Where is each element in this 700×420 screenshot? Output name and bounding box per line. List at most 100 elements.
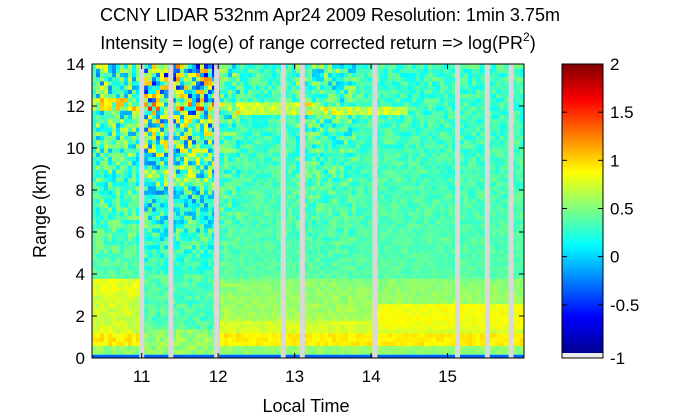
heatmap-cell: [248, 265, 253, 271]
heatmap-cell: [304, 181, 309, 187]
heatmap-cell: [340, 261, 345, 267]
heatmap-cell: [112, 122, 117, 128]
heatmap-cell: [188, 341, 193, 346]
heatmap-cell: [176, 303, 181, 309]
heatmap-cell: [284, 316, 289, 321]
heatmap-cell: [156, 324, 161, 330]
heatmap-cell: [180, 80, 185, 86]
heatmap-cell: [176, 337, 181, 342]
heatmap-cell: [308, 240, 313, 246]
heatmap-cell: [344, 68, 349, 73]
heatmap-cell: [260, 307, 265, 313]
heatmap-cell: [104, 80, 109, 86]
heatmap-cell: [192, 303, 197, 309]
heatmap-cell: [104, 282, 109, 288]
heatmap-cell: [316, 173, 321, 178]
heatmap-cell: [236, 135, 241, 141]
heatmap-cell: [328, 295, 333, 300]
heatmap-cell: [176, 278, 181, 283]
heatmap-cell: [188, 164, 193, 170]
heatmap-cell: [324, 135, 329, 141]
heatmap-cell: [176, 257, 181, 262]
heatmap-cell: [356, 290, 361, 296]
heatmap-cell: [320, 76, 325, 82]
heatmap-cell: [304, 97, 309, 103]
heatmap-cell: [160, 80, 165, 86]
heatmap-cell: [188, 185, 193, 191]
heatmap-cell: [132, 118, 137, 124]
heatmap-cell: [244, 257, 249, 262]
heatmap-cell: [176, 219, 181, 225]
heatmap-cell: [92, 349, 97, 355]
heatmap-cell: [120, 152, 125, 157]
heatmap-cell: [204, 76, 209, 82]
heatmap-cell: [320, 152, 325, 157]
heatmap-cell: [340, 282, 345, 288]
heatmap-cell: [332, 143, 337, 149]
heatmap-cell: [228, 143, 233, 149]
heatmap-cell: [288, 337, 293, 342]
heatmap-cell: [136, 274, 141, 279]
heatmap-cell: [228, 215, 233, 220]
heatmap-cell: [156, 76, 161, 82]
heatmap-cell: [340, 85, 345, 90]
heatmap-cell: [236, 311, 241, 317]
heatmap-cell: [248, 177, 253, 183]
heatmap-cell: [236, 68, 241, 73]
heatmap-cell: [220, 320, 225, 325]
heatmap-cell: [180, 253, 185, 258]
heatmap-cell: [128, 194, 133, 199]
heatmap-cell: [184, 332, 189, 338]
heatmap-cell: [200, 127, 205, 132]
heatmap-cell: [152, 211, 157, 216]
heatmap-cell: [296, 257, 301, 262]
heatmap-cell: [184, 127, 189, 132]
heatmap-cell: [156, 240, 161, 246]
heatmap-cell: [228, 101, 233, 107]
heatmap-cell: [108, 173, 113, 178]
heatmap-cell: [232, 244, 237, 250]
heatmap-cell: [192, 274, 197, 279]
heatmap-cell: [336, 307, 341, 313]
heatmap-cell: [188, 261, 193, 267]
heatmap-cell: [276, 337, 281, 342]
heatmap-cell: [332, 232, 337, 237]
heatmap-cell: [352, 68, 357, 73]
heatmap-cell: [272, 72, 277, 78]
heatmap-cell: [96, 185, 101, 191]
heatmap-cell: [192, 261, 197, 267]
heatmap-cell: [124, 324, 129, 330]
heatmap-cell: [284, 177, 289, 183]
heatmap-cell: [268, 223, 273, 229]
heatmap-cell: [288, 106, 293, 111]
heatmap-cell: [112, 278, 117, 283]
heatmap-cell: [196, 101, 201, 107]
heatmap-cell: [248, 93, 253, 99]
heatmap-cell: [208, 257, 213, 262]
heatmap-cell: [252, 148, 257, 153]
heatmap-cell: [160, 282, 165, 288]
heatmap-cell: [164, 185, 169, 191]
heatmap-cell: [108, 160, 113, 166]
heatmap-cell: [348, 148, 353, 153]
heatmap-cell: [264, 198, 269, 204]
heatmap-cell: [344, 299, 349, 304]
heatmap-cell: [108, 307, 113, 313]
heatmap-cell: [228, 89, 233, 94]
heatmap-cell: [304, 337, 309, 342]
heatmap-cell: [284, 244, 289, 250]
heatmap-cell: [312, 169, 317, 174]
heatmap-cell: [200, 290, 205, 296]
heatmap-cell: [144, 320, 149, 325]
heatmap-cell: [284, 227, 289, 233]
heatmap-cell: [96, 253, 101, 258]
heatmap-cell: [96, 118, 101, 124]
heatmap-cell: [352, 85, 357, 90]
heatmap-cell: [268, 198, 273, 204]
heatmap-cell: [272, 286, 277, 292]
heatmap-cell: [196, 232, 201, 237]
heatmap-cell: [276, 181, 281, 187]
heatmap-cell: [332, 118, 337, 124]
heatmap-cell: [284, 93, 289, 99]
heatmap-cell: [196, 303, 201, 309]
